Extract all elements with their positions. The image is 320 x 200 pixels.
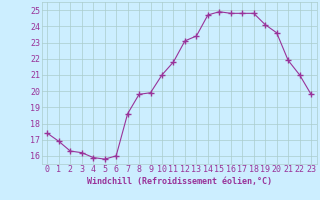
X-axis label: Windchill (Refroidissement éolien,°C): Windchill (Refroidissement éolien,°C) — [87, 177, 272, 186]
